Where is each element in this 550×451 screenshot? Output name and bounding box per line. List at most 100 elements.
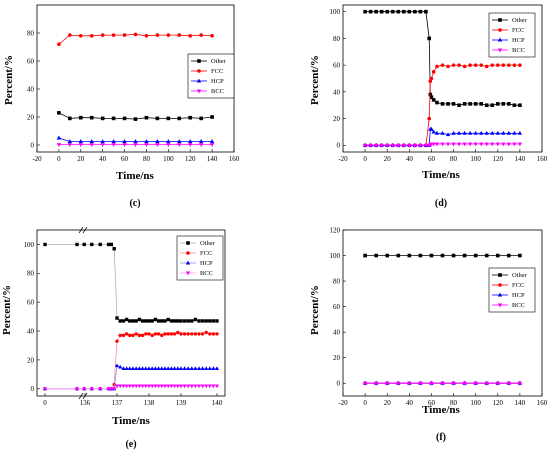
data-point [440,102,445,106]
data-point [89,143,94,148]
data-point [186,366,191,370]
data-point [100,33,105,37]
data-point [144,139,149,143]
data-point [78,139,83,143]
data-point [479,102,483,106]
data-point [127,384,132,389]
data-point [133,32,138,37]
data-point [495,142,500,147]
data-point [495,102,500,106]
legend-marker [197,69,201,73]
y-tick-label: 80 [27,29,35,37]
data-point [413,9,417,14]
x-tick-label: 60 [121,155,129,163]
data-point [196,366,202,370]
data-point [118,364,123,369]
x-tick-label: 100 [163,155,174,163]
data-point [78,115,83,120]
data-point [200,384,205,389]
data-point [153,384,158,389]
data-point [162,366,168,370]
legend-marker [185,271,191,276]
legend: Other FCC HCP BCC [187,53,235,99]
data-point [67,139,72,143]
data-point [457,63,461,67]
data-point [144,33,149,38]
x-tick-label: 60 [428,155,436,163]
series-fcc [43,330,219,391]
data-point [109,242,114,247]
data-point [204,366,209,370]
data-point [182,319,187,323]
data-point [407,9,412,14]
data-point [363,253,367,258]
legend-label: BCC [200,270,213,277]
data-point [177,139,182,143]
x-axis-label: Time/ns [112,415,150,427]
data-point [130,384,136,389]
data-point [134,319,138,323]
data-point [423,143,429,148]
axis-break-mark [78,226,84,234]
data-point [199,116,203,121]
data-point [204,330,208,335]
x-axis-label: Time/ns [422,169,460,181]
data-point [166,116,171,121]
data-point [435,64,439,69]
x-tick-label: 40 [406,399,414,407]
data-point [166,366,171,370]
data-point [186,319,190,323]
data-point [506,142,511,147]
data-point [501,102,506,106]
series-other [363,9,522,108]
data-point [451,253,456,258]
data-point [446,102,450,106]
data-point [176,319,180,323]
data-point [501,63,506,67]
data-point [479,63,483,67]
legend-label: BCC [512,302,525,309]
data-point [153,317,158,322]
data-point [456,130,462,135]
data-point [468,102,472,106]
data-point [56,135,62,140]
data-point [204,384,209,389]
data-point [208,332,212,336]
data-point [451,63,456,67]
data-point [484,103,489,108]
data-point [153,332,158,336]
data-point [434,130,440,135]
series-other [363,253,522,258]
chart-panel: 0 20 40 60 80 100 0 136 137 138 139 140 Time/ns Perce… [1,226,226,450]
data-point [190,332,194,336]
data-point [215,332,219,336]
data-point [89,387,94,392]
series-fcc [57,32,214,47]
data-point [124,332,129,336]
y-tick-label: 60 [27,299,35,307]
data-point [501,142,506,147]
data-point [188,139,193,143]
data-point [462,102,467,106]
data-point [166,332,170,336]
data-point [210,115,214,119]
x-tick-label: 140 [515,155,526,163]
x-tick-label: 120 [185,155,196,163]
data-point [188,143,193,148]
data-point [169,319,174,323]
data-point [402,9,406,14]
data-point [512,142,517,147]
x-tick-label: 120 [493,155,504,163]
data-point [82,242,86,247]
data-point [166,143,171,148]
data-point [134,384,139,389]
data-point [462,130,467,135]
data-point [169,332,174,336]
data-point [144,332,148,336]
data-point [479,142,484,147]
data-point [179,332,183,336]
data-point [156,332,161,336]
data-point [155,116,160,121]
plot-frame [342,229,543,397]
data-point [193,332,198,336]
